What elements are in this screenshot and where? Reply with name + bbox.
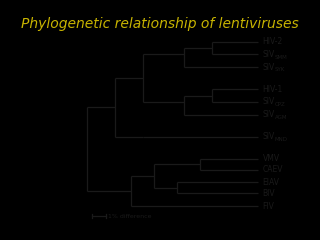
Text: SYK: SYK — [275, 67, 285, 72]
Text: VMV: VMV — [262, 154, 280, 163]
Text: MND: MND — [275, 137, 288, 142]
Text: SIV: SIV — [262, 97, 275, 107]
Text: HIV-1: HIV-1 — [262, 85, 283, 94]
Text: FIV: FIV — [262, 202, 275, 211]
Text: SIV: SIV — [262, 132, 275, 141]
Text: BIV: BIV — [262, 189, 275, 198]
Text: CAEV: CAEV — [262, 165, 283, 174]
Text: AGM: AGM — [275, 115, 287, 120]
Text: HIV-2: HIV-2 — [262, 37, 283, 46]
Text: EIAV: EIAV — [262, 178, 280, 187]
Text: CPZ: CPZ — [275, 102, 286, 107]
Text: SIV: SIV — [262, 110, 275, 119]
Text: Phylogenetic relationship of lentiviruses: Phylogenetic relationship of lentiviruse… — [21, 17, 299, 31]
Text: SIV: SIV — [262, 63, 275, 72]
Text: 1% difference: 1% difference — [108, 214, 152, 219]
Text: SMM: SMM — [275, 55, 288, 60]
Text: SIV: SIV — [262, 50, 275, 59]
